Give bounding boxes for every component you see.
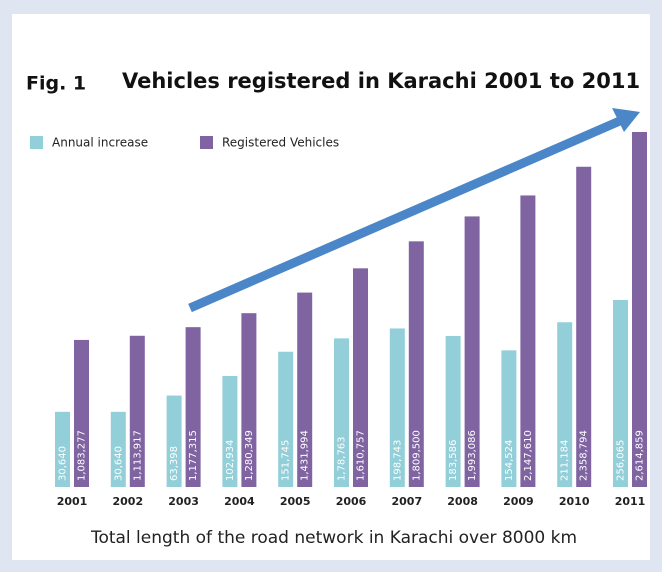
data-label: 102,934: [225, 440, 236, 481]
bar: [166, 395, 182, 487]
data-label: 1,431,994: [300, 430, 311, 481]
bar: [110, 411, 126, 487]
bar: [55, 411, 70, 487]
data-label: 1,610,757: [356, 430, 367, 481]
bar: [576, 166, 592, 487]
data-label: 256,065: [616, 440, 627, 481]
legend-label: Annual increase: [52, 136, 148, 150]
legend-label: Registered Vehicles: [222, 136, 339, 150]
data-label: 1,809,500: [411, 430, 422, 481]
data-label: 1,177,315: [188, 430, 199, 481]
x-tick-label: 2010: [559, 495, 590, 508]
x-tick-label: 2001: [57, 495, 88, 508]
data-label: 2,358,794: [579, 430, 590, 481]
x-tick-label: 2011: [615, 495, 646, 508]
data-label: 30,640: [58, 446, 69, 481]
x-tick-label: 2005: [280, 495, 311, 508]
x-tick-label: 2002: [112, 495, 143, 508]
bar: [501, 350, 517, 487]
data-label: 151,745: [281, 440, 292, 481]
chart-title: Vehicles registered in Karachi 2001 to 2…: [122, 69, 640, 93]
legend-swatch: [200, 136, 213, 149]
data-label: 1,280,349: [244, 430, 255, 481]
data-label: 1,113,917: [132, 430, 143, 481]
data-label: 2,147,610: [523, 430, 534, 481]
footnote: Total length of the road network in Kara…: [90, 528, 577, 548]
bar: [334, 338, 349, 487]
legend-swatch: [30, 136, 43, 149]
data-label: 183,586: [448, 440, 459, 481]
data-label: 30,640: [113, 446, 124, 481]
bar: [557, 322, 573, 487]
x-tick-label: 2008: [447, 495, 478, 508]
data-label: 1,083,277: [77, 430, 88, 481]
data-label: 154,524: [504, 440, 515, 481]
data-label: 2,614,859: [635, 430, 646, 481]
data-label: 1,993,086: [467, 430, 478, 481]
bar: [278, 351, 294, 487]
bar: [222, 375, 238, 487]
bar: [185, 327, 201, 487]
x-tick-label: 2007: [391, 495, 422, 508]
bar: [297, 292, 313, 487]
data-label: 63,398: [169, 446, 180, 481]
bar: [129, 335, 145, 487]
data-label: 211,184: [560, 440, 571, 481]
data-label: 198,743: [392, 440, 403, 481]
bar: [613, 300, 628, 487]
bar: [389, 328, 405, 487]
data-label: 1,78,763: [337, 436, 348, 481]
bar: [74, 339, 89, 487]
bar: [520, 195, 536, 487]
x-tick-label: 2004: [224, 495, 255, 508]
x-tick-label: 2009: [503, 495, 534, 508]
bar: [408, 241, 424, 487]
bar: [241, 313, 257, 487]
x-tick-label: 2003: [168, 495, 199, 508]
bar: [464, 216, 480, 487]
bar: [445, 335, 461, 487]
bar: [353, 268, 368, 487]
panel: [12, 14, 650, 560]
figure-label: Fig. 1: [26, 73, 86, 95]
x-tick-label: 2006: [336, 495, 367, 508]
bar: [632, 132, 647, 487]
trend-arrow: [188, 108, 640, 313]
